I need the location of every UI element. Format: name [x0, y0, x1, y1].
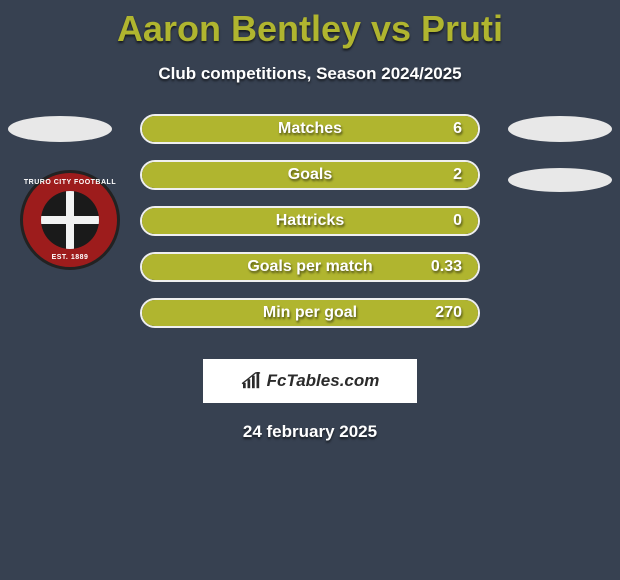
page-title: Aaron Bentley vs Pruti — [0, 0, 620, 50]
brand-box[interactable]: FcTables.com — [202, 358, 418, 404]
footer-date: 24 february 2025 — [0, 422, 620, 442]
badge-text-top: TRURO CITY FOOTBALL — [23, 179, 117, 186]
bar-chart-icon — [241, 372, 263, 390]
player-photo-left — [8, 116, 112, 142]
stat-value: 0 — [453, 212, 462, 230]
stat-bar-goals-per-match: Goals per match 0.33 — [140, 252, 480, 282]
stat-value: 6 — [453, 120, 462, 138]
brand-text: FcTables.com — [267, 371, 380, 391]
stat-bar-hattricks: Hattricks 0 — [140, 206, 480, 236]
stat-label: Min per goal — [263, 304, 357, 322]
badge-text-bottom: EST. 1889 — [23, 254, 117, 261]
stat-bar-goals: Goals 2 — [140, 160, 480, 190]
stat-bar-min-per-goal: Min per goal 270 — [140, 298, 480, 328]
club-badge-left: TRURO CITY FOOTBALL EST. 1889 — [20, 170, 120, 270]
stat-value: 270 — [435, 304, 462, 322]
stat-label: Goals — [288, 166, 332, 184]
club-badge-right — [508, 168, 612, 192]
comparison-arena: TRURO CITY FOOTBALL EST. 1889 Matches 6 … — [0, 114, 620, 354]
player-photo-right — [508, 116, 612, 142]
badge-inner — [41, 191, 99, 249]
subtitle: Club competitions, Season 2024/2025 — [0, 64, 620, 84]
stat-value: 2 — [453, 166, 462, 184]
stat-bars: Matches 6 Goals 2 Hattricks 0 Goals per … — [140, 114, 480, 344]
stat-bar-matches: Matches 6 — [140, 114, 480, 144]
stat-label: Hattricks — [276, 212, 344, 230]
stat-label: Matches — [278, 120, 342, 138]
stat-value: 0.33 — [431, 258, 462, 276]
stat-label: Goals per match — [247, 258, 372, 276]
